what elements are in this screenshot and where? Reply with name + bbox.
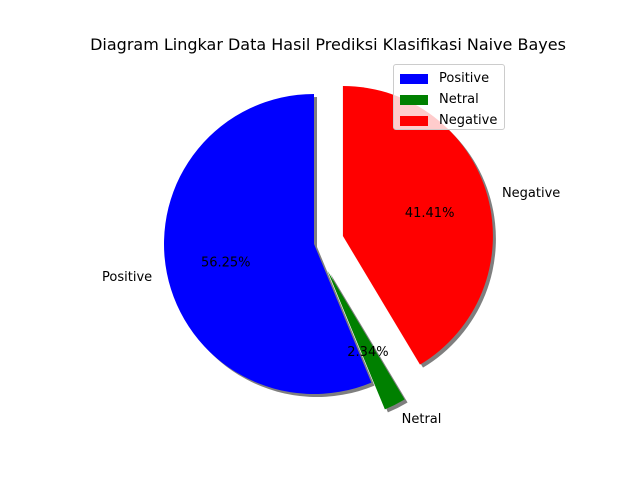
pie-label-negative: Negative	[502, 186, 560, 201]
legend: Positive Netral Negative	[393, 64, 505, 130]
pie-slice-positive	[164, 94, 372, 394]
pie-label-netral: Netral	[402, 412, 442, 427]
legend-item-negative: Negative	[400, 110, 504, 131]
legend-swatch-negative	[400, 115, 428, 126]
pie-labels: Positive 56.25% Netral 2.34% Negative 41.41%	[102, 186, 560, 427]
pie-slices	[164, 86, 493, 410]
legend-item-netral: Netral	[400, 89, 504, 110]
legend-label-positive: Positive	[439, 71, 490, 86]
legend-label-netral: Netral	[439, 92, 479, 107]
pie-pct-label-netral: 2.34%	[347, 345, 388, 360]
legend-swatch-netral	[400, 94, 428, 105]
chart-title: Diagram Lingkar Data Hasil Prediksi Klas…	[90, 35, 566, 54]
legend-label-negative: Negative	[439, 113, 498, 128]
pie-slice-netral	[327, 270, 405, 410]
legend-swatch-positive	[400, 73, 428, 84]
pie-pct-label-positive: 56.25%	[201, 256, 251, 271]
pie-label-positive: Positive	[102, 270, 152, 285]
pie-pct-label-negative: 41.41%	[405, 206, 455, 221]
legend-item-positive: Positive	[400, 68, 504, 89]
pie-slice-negative	[342, 86, 493, 365]
